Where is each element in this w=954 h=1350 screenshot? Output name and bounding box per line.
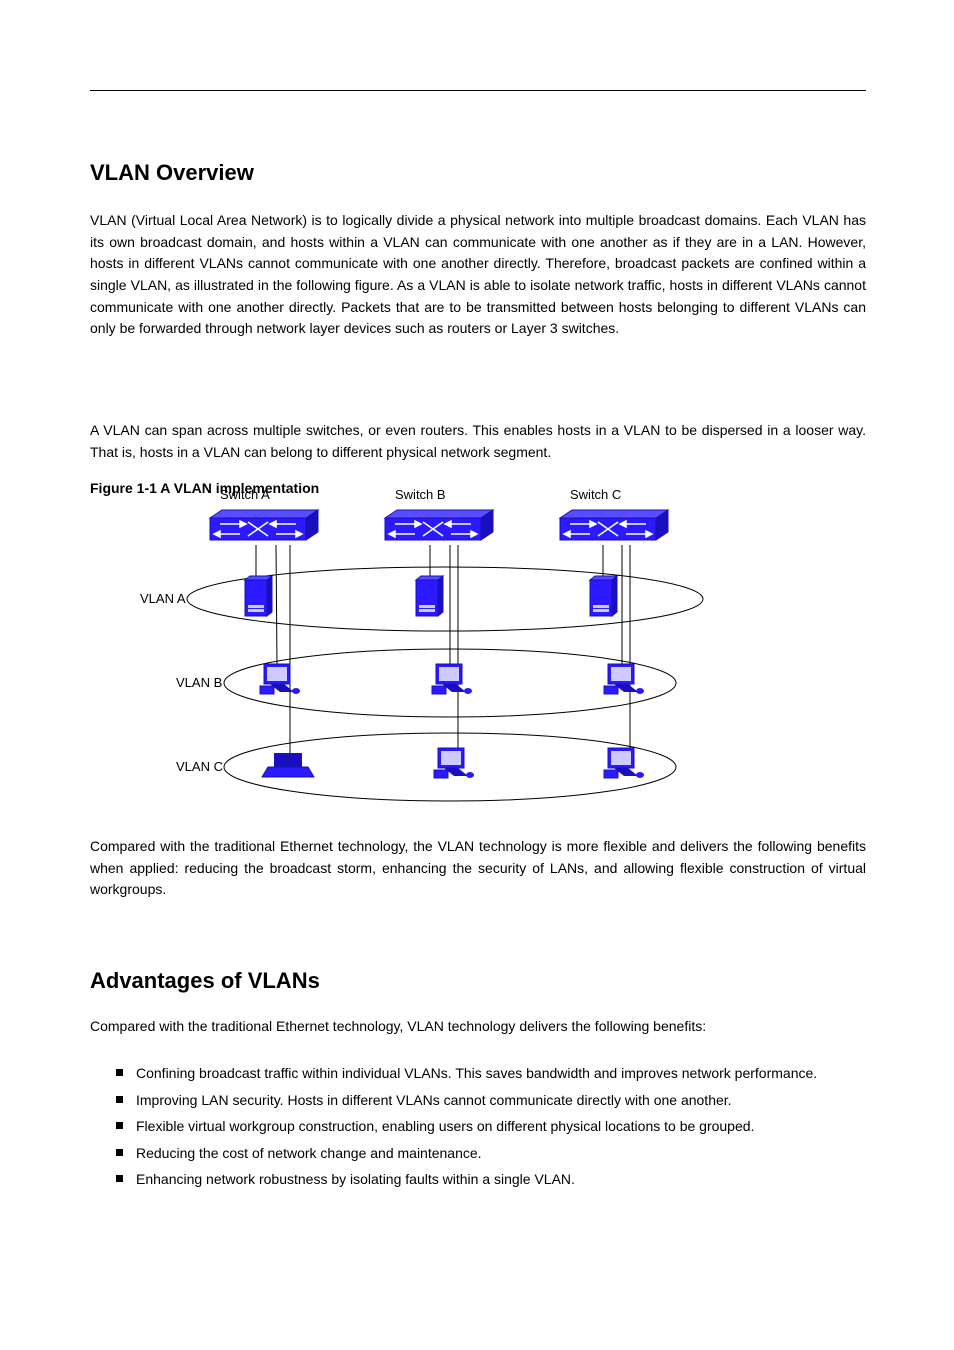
switch-b-icon [385,510,493,540]
vlan-diagram: Switch A Switch B Switch C VLAN A VLAN B… [140,505,750,815]
server-icon [245,576,272,616]
section-title-advantages: Advantages of VLANs [90,968,320,994]
switch-a-label: Switch A [220,487,270,502]
vlan-c-label: VLAN C [176,759,223,774]
list-item: Flexible virtual workgroup construction,… [116,1113,866,1140]
vlan-overview-para2: A VLAN can span across multiple switches… [90,420,866,463]
pc-icon [260,664,300,694]
switch-a-icon [210,510,318,540]
server-icon [590,576,617,616]
vlan-a-label: VLAN A [140,591,186,606]
switch-c-icon [560,510,668,540]
section-title-vlan-overview: VLAN Overview [90,160,254,186]
figure-caption: Figure 1-1 A VLAN implementation [90,480,319,496]
page: VLAN Overview VLAN (Virtual Local Area N… [0,0,954,1350]
pc-icon [432,664,472,694]
list-item: Confining broadcast traffic within indiv… [116,1060,866,1087]
advantages-intro: Compared with the traditional Ethernet t… [90,1016,866,1038]
list-item: Enhancing network robustness by isolatin… [116,1166,866,1193]
header-rule [90,90,866,91]
vlan-overview-para3: Compared with the traditional Ethernet t… [90,836,866,901]
list-item: Improving LAN security. Hosts in differe… [116,1087,866,1114]
diagram-svg [140,505,750,815]
pc-icon [434,748,474,778]
advantages-list: Confining broadcast traffic within indiv… [116,1060,866,1193]
vlan-overview-para1: VLAN (Virtual Local Area Network) is to … [90,210,866,340]
switch-c-label: Switch C [570,487,621,502]
pc-icon [604,748,644,778]
switch-b-label: Switch B [395,487,446,502]
laptop-icon [262,753,314,777]
pc-icon [604,664,644,694]
vlan-b-label: VLAN B [176,675,222,690]
list-item: Reducing the cost of network change and … [116,1140,866,1167]
server-icon [416,576,443,616]
